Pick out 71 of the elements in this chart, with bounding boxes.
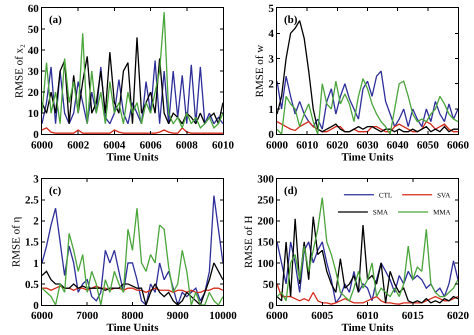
x-axis-title: Time Units	[106, 151, 160, 164]
line-series	[277, 120, 458, 132]
y-tick-label: 50	[262, 278, 274, 291]
x-tick-label: 6008	[176, 139, 198, 152]
line-series	[277, 78, 458, 134]
y-tick-label: 0	[33, 129, 40, 142]
y-axis-title: RMSE of w	[254, 44, 266, 98]
y-tick-label: 2	[268, 78, 274, 91]
y-tick-label: 30	[28, 66, 40, 78]
y-tick-label: 20	[28, 87, 40, 99]
y-tick-label: 0	[268, 300, 274, 312]
y-tick-label: 3	[33, 174, 40, 186]
line-series	[277, 241, 458, 304]
x-tick-label: 6000	[31, 139, 54, 152]
x-tick-label: 10000	[209, 310, 238, 322]
y-tick-label: 0	[33, 300, 40, 312]
x-axis-title: Time Units	[341, 322, 394, 334]
x-tick-label: 6000	[31, 310, 54, 322]
x-tick-label: 6004	[103, 139, 126, 152]
y-tick-label: 2	[33, 216, 40, 228]
x-tick-label: 6000	[266, 139, 289, 152]
y-tick-label: 2.5	[25, 194, 40, 207]
y-tick-label: 1	[268, 104, 274, 116]
x-tick-label: 6006	[140, 139, 162, 152]
x-tick-label: 9000	[166, 310, 190, 322]
x-tick-label: 6010	[212, 139, 234, 152]
y-tick-label: 250	[257, 194, 274, 207]
y-tick-label: 40	[28, 44, 40, 57]
annotation: (b)	[284, 14, 298, 26]
x-tick-label: 6060	[447, 139, 470, 152]
x-tick-label: 7000	[76, 310, 99, 322]
x-tick-label: 6020	[326, 139, 349, 152]
x-tick-label: 6040	[386, 139, 410, 152]
y-tick-label: 50	[28, 24, 40, 36]
x-tick-label: 8000	[121, 310, 144, 322]
x-tick-label: 6010	[296, 139, 319, 152]
line-series	[277, 70, 458, 130]
y-tick-label: 4	[268, 28, 274, 40]
line-series	[42, 12, 223, 129]
y-tick-label: 10	[28, 108, 40, 120]
y-tick-label: 1	[33, 258, 39, 270]
y-tick-label: 100	[257, 258, 274, 270]
y-axis-title: RMSE of η	[10, 216, 23, 268]
x-tick-label: 6030	[356, 139, 380, 152]
annotation: (d)	[284, 185, 298, 197]
y-axis-title: RMSE of H	[242, 216, 255, 268]
x-tick-label: 6050	[416, 139, 440, 152]
y-tick-label: 150	[257, 236, 274, 249]
y-tick-label: 1.5	[25, 236, 40, 249]
y-tick-label: 0	[268, 129, 274, 142]
y-axis-title: RMSE of x₂	[13, 44, 26, 98]
x-tick-label: 6000	[266, 310, 289, 322]
y-tick-label: 300	[257, 174, 274, 186]
annotation: (a)	[49, 14, 62, 26]
x-tick-label: 6015	[402, 310, 424, 322]
annotation: (c)	[49, 185, 62, 197]
y-tick-label: 0.5	[25, 278, 40, 291]
x-tick-label: 6020	[447, 310, 470, 322]
x-tick-label: 6010	[356, 310, 380, 322]
x-tick-label: 6005	[311, 310, 334, 322]
y-tick-label: 60	[28, 2, 40, 15]
x-axis-title: Time Units	[106, 322, 160, 334]
line-series	[42, 60, 223, 124]
line-series	[42, 285, 223, 294]
line-series	[277, 197, 458, 302]
x-tick-label: 6002	[67, 139, 90, 152]
line-series	[277, 283, 458, 305]
y-tick-label: 5	[268, 2, 274, 15]
y-tick-label: 200	[257, 216, 274, 228]
x-axis-title: Time Units	[341, 151, 394, 164]
y-tick-label: 3	[268, 53, 274, 66]
